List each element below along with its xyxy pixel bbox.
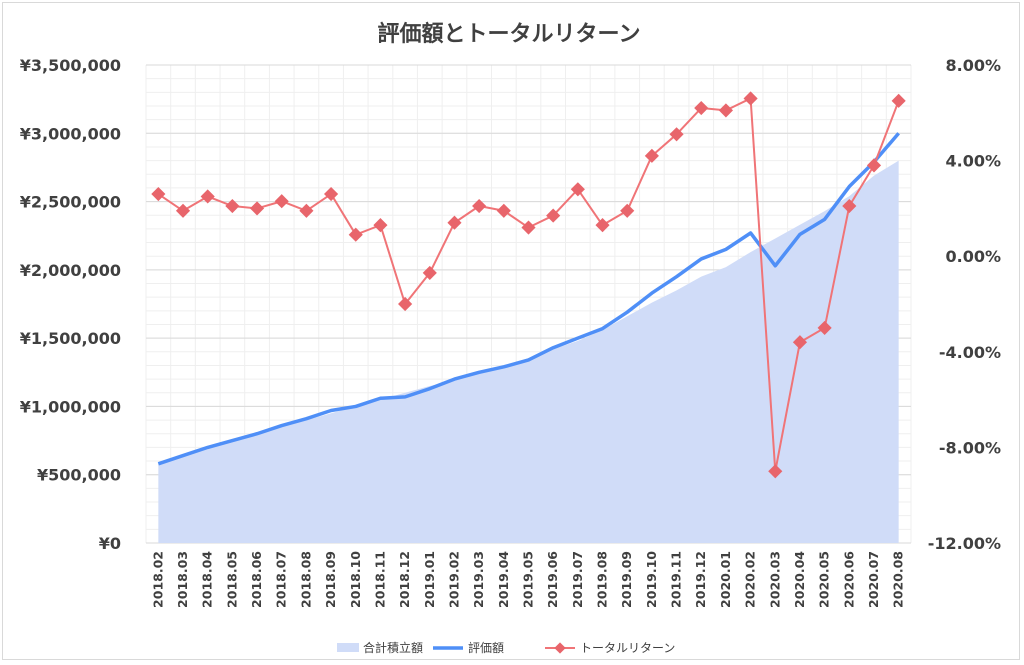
legend-swatch-area	[337, 643, 359, 652]
series-line-valuation	[157, 132, 900, 466]
x-axis-tick-label: 2019.08	[595, 551, 610, 608]
marker-layer	[151, 91, 906, 479]
legend: 合計積立額 評価額 トータルリターン	[337, 640, 675, 655]
total-return-point	[398, 296, 413, 312]
total-return-point	[743, 91, 758, 106]
total-return-point	[620, 203, 635, 218]
total-return-point	[891, 93, 906, 108]
total-return-point	[447, 215, 462, 230]
total-return-point	[842, 198, 857, 214]
total-return-point	[644, 148, 659, 163]
x-axis-tick-label: 2019.01	[422, 551, 437, 608]
x-axis-tick-label: 2018.05	[224, 551, 239, 608]
left-axis-tick-label: ¥500,000	[37, 466, 121, 485]
total-return-point	[768, 464, 783, 479]
x-axis-tick-label: 2020.01	[718, 551, 733, 608]
x-axis-tick-label: 2018.02	[150, 551, 165, 608]
x-axis-ticks: 2018.02 2018.03 2018.04 2018.05 2018.06 2018.…	[150, 551, 905, 608]
left-axis-tick-label: ¥1,500,000	[20, 329, 121, 348]
left-axis-tick-label: ¥2,000,000	[20, 261, 121, 280]
right-axis-tick-label: 8.00%	[945, 56, 1001, 75]
total-return-point	[546, 208, 561, 223]
x-axis-tick-label: 2018.07	[274, 551, 289, 608]
total-return-point	[792, 335, 808, 350]
total-return-point	[472, 198, 487, 214]
right-axis-tick-label: -4.00%	[939, 343, 1001, 362]
legend-label-return: トータルリターン	[580, 641, 675, 655]
total-return-point	[718, 103, 733, 118]
x-axis-tick-label: 2019.05	[521, 551, 536, 608]
x-axis-tick-label: 2018.06	[249, 551, 264, 608]
left-axis-tick-label: ¥3,000,000	[20, 124, 121, 143]
legend-label-valuation: 評価額	[468, 640, 504, 655]
total-return-point	[225, 198, 240, 214]
right-axis-ticks: 8.00% 4.00% 0.00% -4.00% -8.00% -12.00%	[928, 56, 1001, 553]
x-axis-tick-label: 2020.04	[792, 551, 807, 608]
total-return-point	[521, 220, 536, 235]
chart: 評価額とトータルリターン ¥3,500,000 ¥3,000,000 ¥2,500,…	[20, 21, 1001, 655]
x-axis-tick-label: 2020.03	[767, 551, 782, 608]
x-axis-tick-label: 2019.12	[693, 551, 708, 608]
x-axis-tick-label: 2018.10	[348, 551, 363, 608]
left-axis-tick-label: ¥2,500,000	[20, 193, 121, 212]
x-axis-tick-label: 2018.04	[200, 551, 215, 608]
x-axis-tick-label: 2019.11	[669, 551, 684, 608]
x-axis-tick-label: 2019.02	[446, 551, 461, 608]
right-axis-tick-label: -12.00%	[928, 534, 1001, 553]
x-axis-tick-label: 2020.06	[841, 551, 856, 608]
total-return-point	[669, 127, 684, 142]
left-axis-tick-label: ¥3,500,000	[20, 56, 121, 75]
total-return-point	[817, 320, 832, 335]
total-return-point	[595, 218, 610, 233]
chart-title: 評価額とトータルリターン	[378, 21, 641, 47]
area-layer	[158, 160, 899, 543]
left-axis-tick-label: ¥0	[99, 534, 121, 553]
x-axis-tick-label: 2018.12	[397, 551, 412, 608]
x-axis-tick-label: 2018.03	[175, 551, 190, 608]
x-axis-tick-label: 2019.10	[644, 551, 659, 608]
total-return-point	[151, 186, 166, 202]
x-axis-tick-label: 2019.03	[471, 551, 486, 608]
total-return-point	[866, 158, 882, 173]
x-axis-tick-label: 2020.02	[743, 551, 758, 608]
total-return-point	[175, 203, 191, 218]
x-axis-tick-label: 2018.09	[323, 551, 338, 608]
total-return-point	[694, 100, 709, 116]
legend-marker-return	[554, 642, 566, 654]
left-axis-ticks: ¥3,500,000 ¥3,000,000 ¥2,500,000 ¥2,000,000…	[20, 56, 121, 553]
total-return-point	[299, 203, 314, 218]
x-axis-tick-label: 2018.08	[298, 551, 313, 608]
total-return-point	[274, 194, 289, 209]
x-axis-tick-label: 2018.11	[372, 551, 387, 608]
total-return-point	[373, 218, 388, 233]
right-axis-tick-label: 4.00%	[945, 152, 1001, 171]
x-axis-tick-label: 2020.05	[817, 551, 832, 608]
series-area-cumulative	[158, 160, 899, 543]
right-axis-tick-label: 0.00%	[945, 247, 1001, 266]
total-return-point	[348, 227, 363, 242]
left-axis-tick-label: ¥1,000,000	[20, 397, 121, 416]
x-axis-tick-label: 2019.09	[619, 551, 634, 608]
x-axis-tick-label: 2019.07	[570, 551, 585, 608]
legend-label-area: 合計積立額	[363, 640, 423, 655]
x-axis-tick-label: 2019.04	[496, 551, 511, 608]
x-axis-tick-label: 2020.08	[891, 551, 906, 608]
total-return-point	[324, 186, 339, 202]
total-return-point	[422, 265, 437, 281]
total-return-point	[496, 203, 511, 218]
x-axis-tick-label: 2019.06	[545, 551, 560, 608]
total-return-point	[249, 201, 265, 216]
right-axis-tick-label: -8.00%	[939, 438, 1001, 457]
total-return-point	[200, 189, 215, 204]
total-return-point	[570, 182, 585, 197]
x-axis-tick-label: 2020.07	[866, 551, 881, 608]
